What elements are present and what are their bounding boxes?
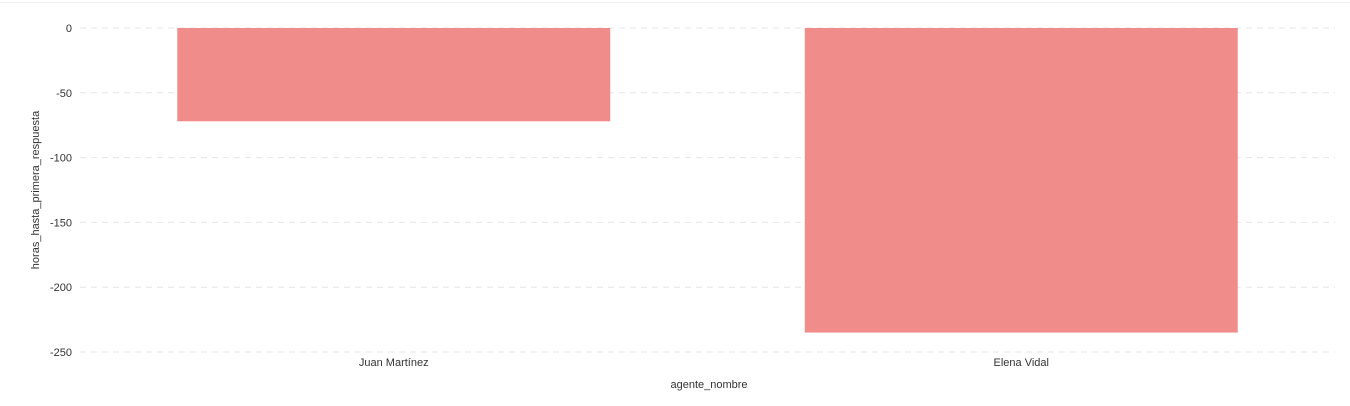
y-tick-label: 0 bbox=[66, 23, 72, 35]
y-axis-title: horas_hasta_primera_respuesta bbox=[30, 110, 42, 269]
x-tick-label: Elena Vidal bbox=[994, 357, 1049, 369]
y-axis-ticks: 0 -50 -100 -150 -200 -250 bbox=[50, 23, 72, 359]
x-axis-ticks: Juan Martínez Elena Vidal bbox=[359, 357, 1049, 369]
x-tick-label: Juan Martínez bbox=[359, 357, 429, 369]
y-tick-label: -250 bbox=[50, 347, 72, 359]
y-tick-label: -100 bbox=[50, 153, 72, 165]
y-tick-label: -50 bbox=[56, 88, 72, 100]
bar[interactable] bbox=[804, 28, 1238, 333]
top-divider bbox=[0, 2, 1350, 3]
y-tick-label: -150 bbox=[50, 217, 72, 229]
bar[interactable] bbox=[177, 28, 611, 122]
x-axis-title: agente_nombre bbox=[670, 379, 747, 391]
bars bbox=[177, 28, 1238, 333]
y-tick-label: -200 bbox=[50, 282, 72, 294]
